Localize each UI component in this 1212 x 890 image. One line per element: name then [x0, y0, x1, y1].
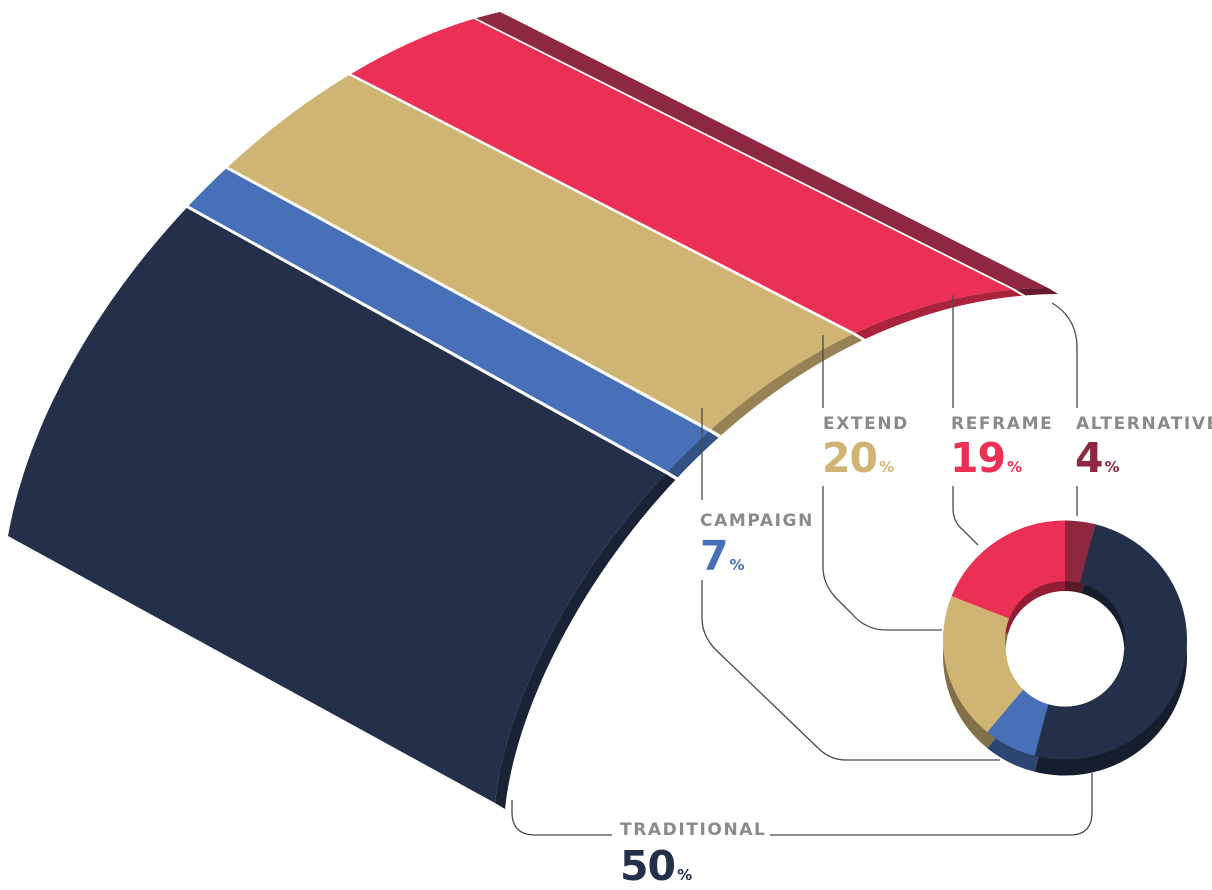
value-reframe-number: 19: [950, 434, 1006, 482]
leader-line-alternative: [1051, 302, 1078, 516]
arch-band-alternative: [476, 12, 1048, 290]
leader-line-campaign: [701, 408, 1000, 761]
value-extend-unit: %: [879, 458, 895, 476]
arch-band-rim-campaign: [667, 431, 719, 478]
value-extend-number: 20: [822, 434, 878, 482]
arch-band-reframe: [351, 18, 1012, 333]
label-alternative: ALTERNATIVE: [1076, 414, 1212, 434]
arch-bands: [8, 12, 1058, 809]
arch-band-rim-reframe: [855, 289, 1022, 339]
arch-band-campaign: [188, 168, 709, 472]
value-reframe: 19%: [950, 438, 1022, 479]
leader-lines: [511, 295, 1093, 836]
arch-band-traditional: [8, 208, 666, 803]
arch-band-extend: [228, 75, 853, 430]
label-extend: EXTEND: [823, 414, 909, 434]
donut-slice-reframe: [951, 520, 1065, 619]
value-alternative-unit: %: [1104, 458, 1120, 476]
arch-band-rim-alternative: [1015, 288, 1058, 296]
value-extend: 20%: [822, 438, 894, 479]
value-campaign-unit: %: [729, 556, 745, 574]
label-campaign: CAMPAIGN: [700, 511, 814, 531]
donut-slice-alternative: [1065, 520, 1096, 584]
leader-line-traditional: [511, 773, 1093, 836]
value-campaign-number: 7: [700, 532, 729, 580]
value-traditional: 50%: [620, 846, 692, 887]
label-reframe: REFRAME: [951, 414, 1054, 434]
value-reframe-unit: %: [1007, 458, 1023, 476]
arch-band-rim-extend: [711, 334, 863, 436]
leader-line-reframe: [952, 295, 979, 546]
label-traditional: TRADITIONAL: [620, 820, 767, 840]
donut-slice-campaign: [987, 685, 1051, 756]
leader-line-extend: [822, 335, 942, 631]
donut-slice-extend: [943, 595, 1027, 733]
donut-hole: [1006, 590, 1124, 707]
value-campaign: 7%: [700, 536, 745, 577]
donut-chart: [943, 520, 1187, 776]
value-alternative: 4%: [1075, 438, 1120, 479]
value-traditional-unit: %: [677, 866, 693, 884]
value-traditional-number: 50: [620, 842, 676, 890]
value-alternative-number: 4: [1075, 434, 1104, 482]
